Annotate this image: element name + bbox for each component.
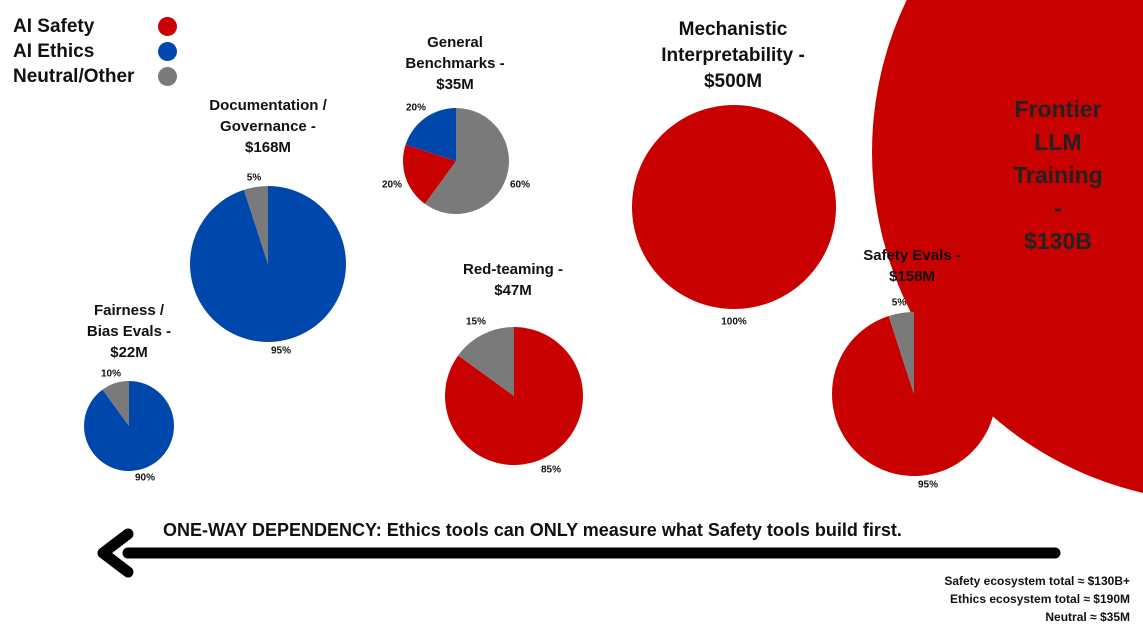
pie-percent-general-benchmarks-neutral: 60% [509,179,531,191]
pie-label-red-teaming: Red-teaming - $47M [462,261,564,299]
legend-item-ethics: AI Ethics [13,39,177,64]
pie-slice-general-benchmarks-safety [402,144,456,204]
pie-percent-red-teaming-neutral: 15% [465,316,487,328]
pie-red-teaming [445,327,584,466]
pie-slice-general-benchmarks-neutral [424,108,510,214]
pie-slice-frontier-llm-training-safety [872,0,1143,493]
pie-percent-documentation-governance-neutral: 5% [246,172,262,184]
legend-label-neutral: Neutral/Other [13,66,135,87]
pie-percent-fairness-bias-evals-ethics: 90% [134,472,156,484]
ethics-total: Ethics ecosystem total ≈ $190M [950,592,1130,606]
pie-general-benchmarks [402,108,510,214]
legend-label-ethics: AI Ethics [13,41,95,62]
pie-mechanistic-interpretability [632,105,836,309]
legend-item-neutral: Neutral/Other [13,64,177,89]
pie-safety-evals [831,312,997,476]
pie-percent-general-benchmarks-safety: 20% [381,179,403,191]
dependency-annotation: ONE-WAY DEPENDENCY: Ethics tools can ONL… [163,520,902,540]
pie-percent-fairness-bias-evals-neutral: 10% [100,368,122,380]
pie-percent-red-teaming-safety: 85% [540,464,562,476]
legend-swatch-ethics [158,42,177,61]
pie-slice-safety-evals-neutral [888,312,914,394]
pie-fairness-bias-evals [84,381,174,472]
pie-label-general-benchmarks: General Benchmarks - $35M [405,34,505,93]
pie-slice-red-teaming-neutral [458,327,514,396]
legend-label-safety: AI Safety [13,16,95,37]
pie-slice-documentation-governance-neutral [243,186,268,264]
dependency-arrow-head [97,528,134,578]
pie-frontier-llm-training [872,0,1143,493]
legend-swatch-neutral [158,67,177,86]
pie-label-safety-evals: Safety Evals - $158M [863,247,961,285]
legend-item-safety: AI Safety [13,14,177,39]
pie-documentation-governance [189,186,347,342]
pie-label-documentation-governance: Documentation / Governance - $168M [209,97,327,156]
pie-slice-fairness-bias-evals-neutral [102,381,129,426]
pie-percent-safety-evals-safety: 95% [917,479,939,491]
dependency-arrow [97,528,1061,578]
pie-label-mechanistic-interpretability: Mechanistic Interpretability - $500M [661,19,805,92]
pie-percent-general-benchmarks-ethics: 20% [405,102,427,114]
pie-slice-mechanistic-interpretability-safety [632,105,836,309]
pie-percent-documentation-governance-ethics: 95% [270,345,292,357]
legend-swatch-safety [158,17,177,36]
safety-total: Safety ecosystem total ≈ $130B+ [944,574,1130,588]
pie-percent-mechanistic-interpretability-safety: 100% [721,316,747,328]
pie-label-fairness-bias-evals: Fairness / Bias Evals - $22M [86,302,172,361]
pie-slice-general-benchmarks-ethics [405,108,456,161]
pie-percent-safety-evals-neutral: 5% [891,297,907,309]
neutral-total: Neutral ≈ $35M [1045,610,1130,624]
pie-label-frontier-llm-training: Frontier LLM Training - $130B [1013,96,1103,254]
legend: AI Safety AI Ethics Neutral/Other [13,14,177,89]
ecosystem-totals: Safety ecosystem total ≈ $130B+ Ethics e… [944,572,1130,626]
